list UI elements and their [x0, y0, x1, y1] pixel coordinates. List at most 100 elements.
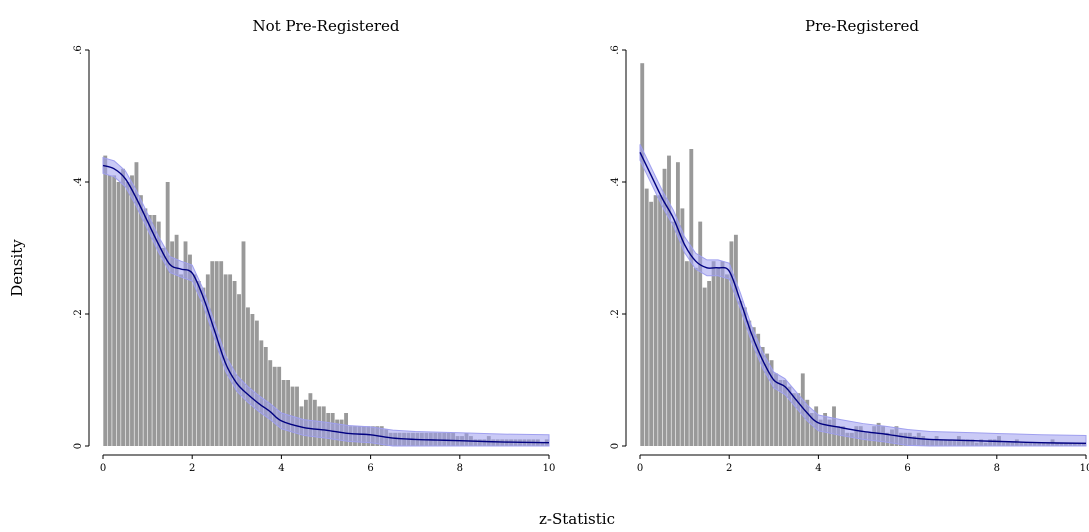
histogram-bar [778, 380, 783, 446]
histogram-bar [769, 360, 774, 446]
histogram-bar [183, 241, 188, 446]
histogram-bar [259, 340, 264, 446]
x-tick-label: 2 [726, 463, 732, 474]
histogram-bar [237, 294, 241, 446]
histogram-bar [845, 432, 850, 446]
histogram-bar [716, 267, 720, 446]
histogram-bar [756, 333, 761, 446]
histogram-bar [125, 182, 130, 446]
histogram-bar [165, 182, 170, 446]
histogram-bar [214, 261, 219, 446]
y-tick-label: .6 [610, 45, 621, 55]
y-tick-label: .2 [73, 309, 84, 319]
x-axis-title: z-Statistic [539, 510, 615, 528]
histogram-bar [295, 386, 299, 446]
histogram-bar [134, 162, 139, 446]
histogram-bar [649, 201, 654, 446]
histogram-bar [836, 426, 841, 446]
y-tick-label: .2 [610, 309, 621, 319]
histogram-bar [787, 386, 792, 446]
histogram-bar [250, 314, 255, 446]
x-tick-label: 10 [543, 463, 556, 474]
histogram-bar [116, 182, 121, 446]
histogram-bar [130, 175, 134, 446]
histogram-bar [729, 241, 734, 446]
histogram-bar [103, 155, 108, 446]
histogram-bar [671, 221, 676, 446]
histogram-bar [147, 215, 152, 446]
histogram-bar [684, 261, 689, 446]
histogram-bar [747, 320, 752, 446]
histogram-bar [742, 307, 747, 446]
histogram-bar [241, 241, 246, 446]
histogram-bar [849, 432, 854, 446]
density-curve [102, 164, 550, 444]
histogram-bar [662, 168, 667, 447]
histogram-bar [751, 327, 756, 446]
x-tick-label: 10 [1080, 463, 1089, 474]
histogram-bar [272, 366, 277, 446]
y-tick-label: .6 [73, 45, 84, 55]
histogram-bar [733, 234, 738, 446]
histogram-bar [818, 419, 823, 446]
histogram-bar [693, 267, 698, 446]
y-axis-title: Density [8, 239, 26, 297]
histogram-bar [698, 221, 703, 446]
histogram-bar [263, 347, 268, 446]
x-tick-label: 0 [100, 463, 106, 474]
histogram-bar [738, 300, 743, 446]
panel-title: Pre-Registered [805, 17, 919, 35]
histogram-bar [112, 175, 117, 446]
histogram-bar [143, 208, 148, 446]
histogram-bar [640, 63, 645, 446]
histogram-bar [174, 234, 179, 446]
histogram-bar [152, 215, 157, 446]
x-tick-label: 0 [637, 463, 643, 474]
histogram-bar [653, 195, 658, 446]
histogram-bar [232, 281, 237, 446]
histogram-bar [121, 168, 125, 447]
x-tick-label: 6 [904, 463, 910, 474]
x-tick-label: 4 [278, 463, 284, 474]
x-tick-label: 6 [367, 463, 373, 474]
histogram-bar [281, 380, 286, 446]
histogram-bar [783, 380, 787, 446]
histogram-bar [680, 208, 685, 446]
histogram-bar [161, 248, 166, 446]
panel-not-pre-registered: Not Pre-Registered 0 .2 .4 .6 0 2 4 6 8 10 [73, 17, 555, 474]
confidence-band [102, 156, 550, 447]
histogram-bar [805, 399, 810, 446]
histogram-bar [711, 261, 716, 446]
histogram-bar [689, 149, 694, 446]
density-curve [639, 151, 1087, 445]
histogram-bar [658, 195, 662, 446]
histogram-bar [308, 393, 313, 446]
histogram-bar [809, 413, 814, 446]
histogram-bar [268, 360, 273, 446]
histogram-bar [201, 287, 206, 446]
y-tick-label: .4 [610, 177, 621, 187]
histogram-bar [107, 175, 112, 446]
histogram-bar [667, 155, 671, 446]
y-tick-label: 0 [73, 443, 84, 449]
histogram-bar [228, 274, 233, 446]
histogram-bar [286, 380, 291, 446]
x-tick-label: 4 [815, 463, 821, 474]
histogram-bar [796, 393, 801, 446]
x-tick-label: 8 [457, 463, 463, 474]
panel-title: Not Pre-Registered [253, 17, 400, 35]
histogram-bar [725, 274, 729, 446]
x-tick-label: 8 [994, 463, 1000, 474]
histogram-bar [277, 366, 282, 446]
y-tick-label: 0 [610, 443, 621, 449]
y-tick-label: .4 [73, 177, 84, 187]
histogram-bar [138, 195, 143, 446]
histogram-bar [760, 347, 765, 446]
histogram-bar [205, 274, 210, 446]
histogram-bar [210, 261, 215, 446]
histogram-bar [765, 353, 770, 446]
histogram-bar [707, 281, 712, 446]
histogram-bar [196, 281, 201, 446]
histogram-bar [720, 261, 725, 446]
